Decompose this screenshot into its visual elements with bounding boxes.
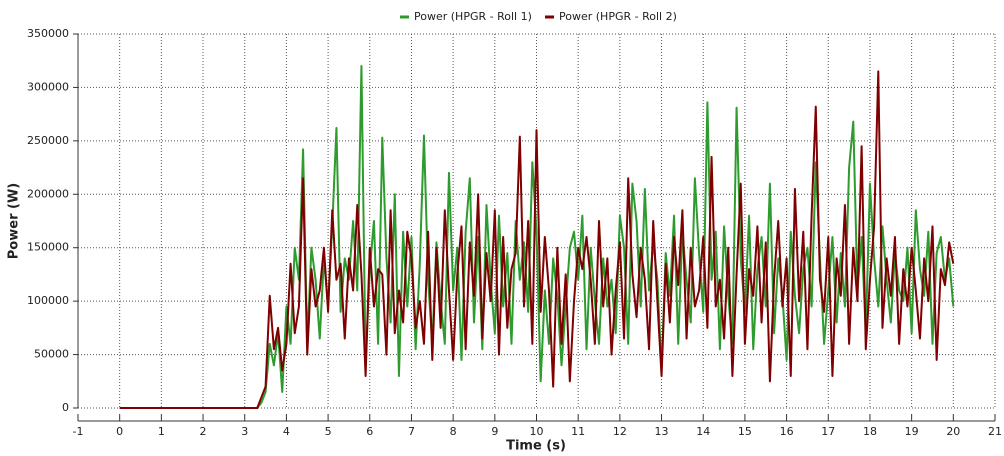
y-tick-label: 350000 xyxy=(27,27,69,40)
x-tick-label: 13 xyxy=(655,425,669,438)
x-tick-label: 15 xyxy=(738,425,752,438)
x-tick-label: 1 xyxy=(158,425,165,438)
x-tick-label: -1 xyxy=(73,425,84,438)
legend-label: Power (HPGR - Roll 2) xyxy=(559,10,677,23)
y-tick-label: 100000 xyxy=(27,294,69,307)
y-tick-label: 0 xyxy=(62,401,69,414)
x-tick-label: 17 xyxy=(821,425,835,438)
x-tick-label: 0 xyxy=(116,425,123,438)
y-tick-label: 250000 xyxy=(27,134,69,147)
x-tick-label: 5 xyxy=(325,425,332,438)
x-tick-label: 6 xyxy=(366,425,373,438)
y-tick-label: 50000 xyxy=(34,348,69,361)
legend-label: Power (HPGR - Roll 1) xyxy=(414,10,532,23)
x-tick-label: 10 xyxy=(530,425,544,438)
y-tick-label: 200000 xyxy=(27,187,69,200)
x-tick-label: 9 xyxy=(491,425,498,438)
y-axis-title: Power (W) xyxy=(7,183,22,259)
x-tick-label: 3 xyxy=(241,425,248,438)
x-axis-title: Time (s) xyxy=(506,439,566,454)
x-tick-label: 11 xyxy=(571,425,585,438)
x-tick-label: 20 xyxy=(946,425,960,438)
x-tick-label: 2 xyxy=(200,425,207,438)
series-line xyxy=(119,70,955,409)
x-tick-label: 4 xyxy=(283,425,290,438)
x-tick-label: 12 xyxy=(613,425,627,438)
x-tick-label: 18 xyxy=(863,425,877,438)
x-tick-label: 14 xyxy=(696,425,710,438)
x-tick-label: 21 xyxy=(988,425,1002,438)
x-tick-label: 7 xyxy=(408,425,415,438)
x-tick-label: 19 xyxy=(905,425,919,438)
x-tick-label: 16 xyxy=(780,425,794,438)
y-tick-label: 300000 xyxy=(27,80,69,93)
x-tick-label: 8 xyxy=(450,425,457,438)
y-tick-label: 150000 xyxy=(27,241,69,254)
